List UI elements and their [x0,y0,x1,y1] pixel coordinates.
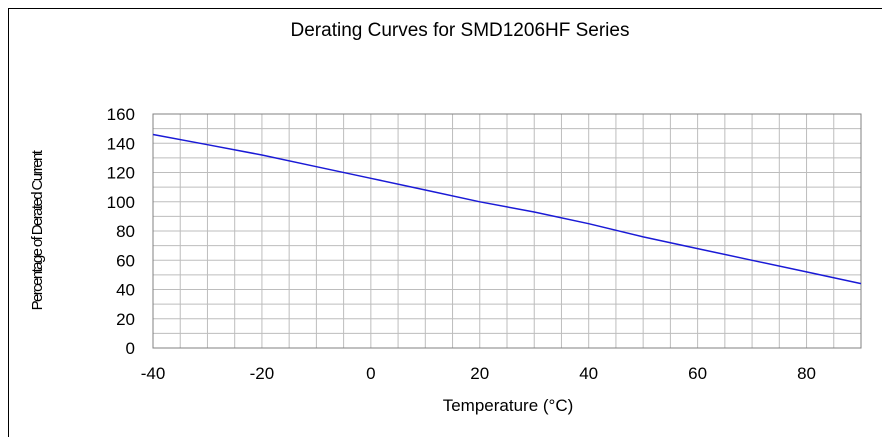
x-tick-label: 20 [470,364,489,383]
x-tick-label: 80 [797,364,816,383]
derating-curve-line [152,133,862,285]
y-tick-label: 120 [107,164,135,183]
y-tick-label: 0 [126,339,135,358]
y-tick-label: 140 [107,134,135,153]
x-tick-label: 60 [688,364,707,383]
x-tick-label: 0 [366,364,375,383]
x-tick-labels: -40 -20 0 20 40 60 80 [141,364,816,383]
grid-lines [152,113,862,349]
x-tick-label: -40 [141,364,166,383]
y-tick-label: 80 [116,222,135,241]
chart-frame [8,8,882,437]
plot-border [152,113,862,349]
y-tick-label: 100 [107,193,135,212]
y-axis-title: Percentage of Derated Current [29,149,46,310]
chart-title: Derating Curves for SMD1206HF Series [291,20,630,41]
x-axis-title: Temperature (°C) [443,396,574,415]
x-tick-label: 40 [579,364,598,383]
y-tick-label: 40 [116,281,135,300]
y-tick-label: 20 [116,310,135,329]
y-tick-label: 60 [116,251,135,270]
x-tick-label: -20 [250,364,275,383]
y-tick-label: 160 [107,105,135,124]
y-tick-labels: 0 20 40 60 80 100 120 140 160 [107,105,135,358]
